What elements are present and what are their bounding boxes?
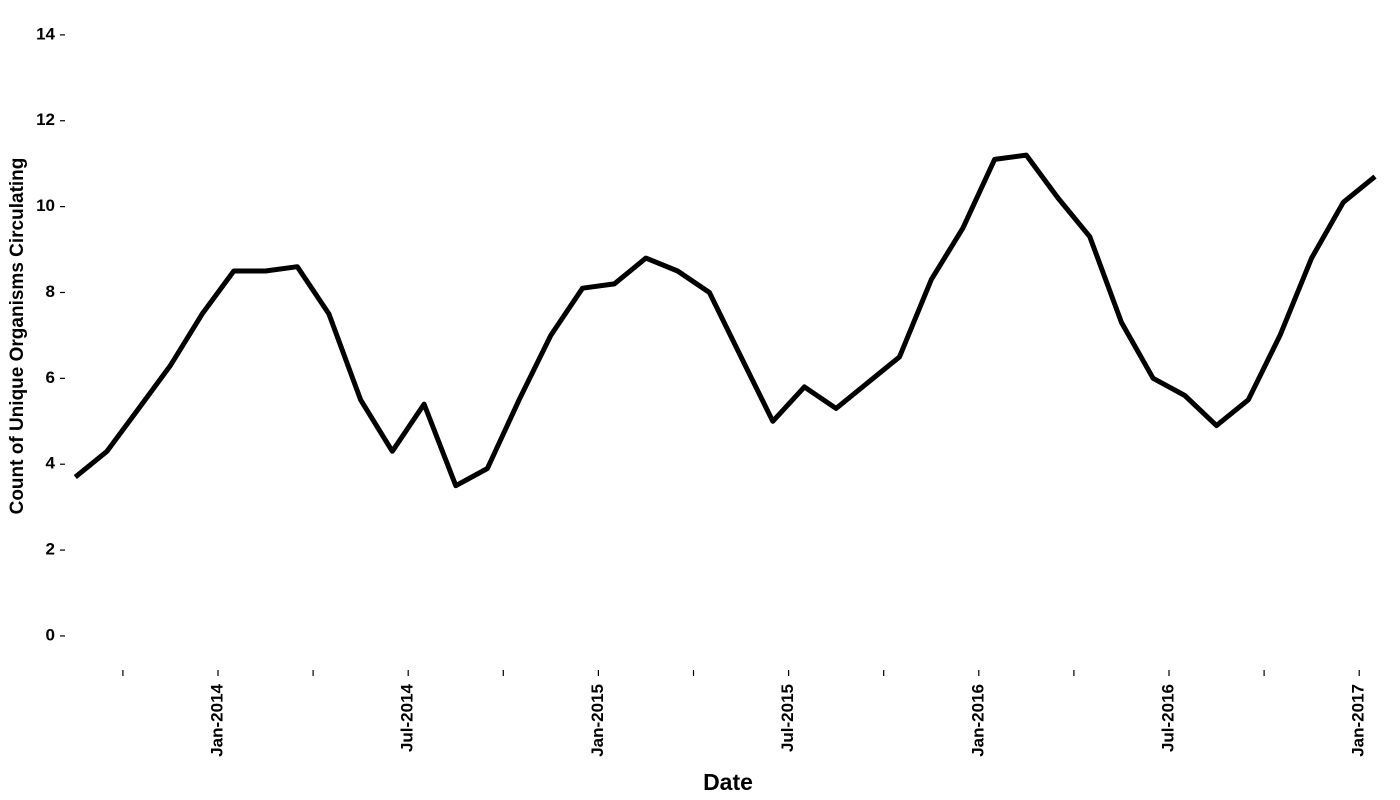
y-tick-label: 14 [36,24,55,43]
data-line [73,152,1377,489]
x-tick-label: Jul-2015 [778,684,797,752]
x-tick-label: Jul-2016 [1158,684,1177,752]
y-tick-label: 12 [36,110,55,129]
y-tick-label: 2 [46,540,55,559]
x-tick-label: Jan-2014 [207,683,226,756]
y-tick-label: 6 [46,368,55,387]
y-tick-label: 4 [46,454,56,473]
y-axis-title: Count of Unique Organisms Circulating [7,158,28,515]
x-tick-label: Jan-2016 [968,684,987,757]
x-axis-title: Date [703,769,753,795]
y-tick-label: 8 [46,282,55,301]
y-tick-label: 0 [46,625,55,644]
x-tick-label: Jan-2017 [1349,684,1368,757]
y-tick-label: 10 [36,196,55,215]
x-tick-label: Jan-2015 [588,684,607,757]
x-tick-label: Jul-2014 [398,683,417,752]
